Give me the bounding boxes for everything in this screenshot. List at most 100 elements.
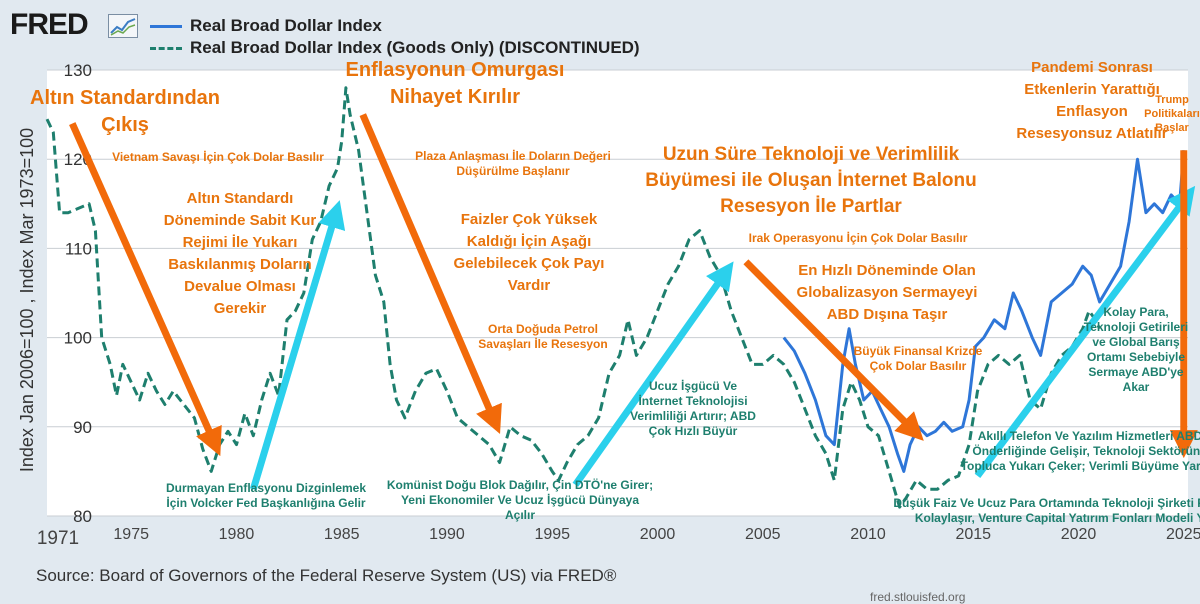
annotation-line: Çok Hızlı Büyür (649, 424, 738, 438)
annotation-line: İnternet Teknolojisi (638, 393, 747, 408)
annotation-globalizasyon: En Hızlı Döneminde Olan Globalizasyon Ser… (797, 262, 978, 323)
annotation-line: Resesyonsuz Atlatılır (1016, 125, 1167, 142)
annotation-line: Büyük Finansal Krizde (854, 344, 983, 358)
annotation-ucuz-isgucu: Ucuz İşgücü Ve İnternet Teknolojisi Veriml… (630, 378, 756, 438)
annotation-plaza: Plaza Anlaşması İle Doların Değeri Düşürü… (415, 148, 611, 178)
annotation-komunist: Komünist Doğu Blok Dağılır, Çin DTÖ'ne G… (387, 477, 653, 522)
annotation-line: Plaza Anlaşması İle Doların Değeri (415, 148, 611, 163)
annotation-line: Sermaye ABD'ye (1088, 365, 1183, 379)
annotation-line: ABD Dışına Taşır (827, 306, 948, 323)
annotation-line: Büyümesi ile Oluşan İnternet Balonu (645, 170, 977, 191)
x-tick-label: 1975 (113, 526, 149, 543)
annotation-line: Nihayet Kırılır (390, 86, 520, 108)
series-line-goods-only (45, 86, 1101, 509)
annotation-line: Akar (1123, 380, 1150, 394)
annotation-line: Döneminde Sabit Kur (164, 212, 317, 229)
annotation-line: Altın Standardı (187, 190, 294, 207)
annotation-line: Vardır (508, 277, 551, 294)
annotation-line: Kolay Para, (1103, 305, 1168, 319)
annotation-kolay-para: Kolay Para, Teknoloji Getirileri ve Global… (1084, 305, 1188, 394)
annotation-line: Rejimi İle Yukarı (183, 234, 298, 251)
legend-item-real-broad[interactable]: Real Broad Dollar Index (150, 16, 382, 36)
annotation-line: ve Global Barış (1092, 335, 1180, 349)
annotation-line: Açılır (505, 508, 535, 522)
annotation-line: Faizler Çok Yüksek (461, 211, 598, 228)
annotation-line: Kaldığı İçin Aşağı (467, 233, 591, 250)
legend-swatch-dashed (150, 47, 182, 51)
annotation-vietnam: Vietnam Savaşı İçin Çok Dolar Basılır (112, 149, 324, 164)
annotation-line: Ortamı Sebebiyle (1087, 350, 1185, 364)
annotation-dusuk-faiz: Düşük Faiz Ve Ucuz Para Ortamında Teknol… (893, 496, 1200, 525)
x-tick-label: 1990 (429, 526, 465, 543)
annotation-line: Verimliliği Artırır; ABD (630, 409, 756, 423)
annotation-line: Yeni Ekonomiler Ve Ucuz İşgücü Dünyaya (401, 492, 639, 507)
annotation-line: Çok Dolar Basılır (870, 359, 967, 373)
x-tick-label: 2000 (640, 526, 676, 543)
x-tick-label: 2015 (955, 526, 991, 543)
annotation-internet-balonu: Uzun Süre Teknoloji ve Verimlilik Büyümes… (645, 144, 977, 217)
annotation-pandemi: Pandemi Sonrası Etkenlerin Yarattığı Enfla… (1016, 59, 1167, 142)
legend-item-goods-only[interactable]: Real Broad Dollar Index (Goods Only) (DI… (150, 38, 640, 58)
x-tick-label: 2020 (1061, 526, 1097, 543)
legend-swatch-solid (150, 25, 182, 29)
annotation-line: Baskılanmış Doların (168, 256, 311, 273)
annotation-line: Savaşları İle Resesyon (478, 336, 607, 351)
y-tick-label: 100 (64, 329, 92, 348)
annotation-line: Komünist Doğu Blok Dağılır, Çin DTÖ'ne G… (387, 477, 653, 492)
annotation-line: Irak Operasyonu İçin Çok Dolar Basılır (749, 230, 968, 245)
x-tick-label: 1980 (219, 526, 255, 543)
annotation-enflasyon-omurga: Enflasyonun Omurgası Nihayet Kırılır (346, 59, 565, 108)
fred-graph-icon (108, 14, 138, 38)
x-tick-label: 2025 (1166, 526, 1200, 543)
y-axis-label: Index Jan 2006=100 , Index Mar 1973=100 (17, 128, 37, 472)
annotation-faizler: Faizler Çok Yüksek Kaldığı İçin Aşağı Gele… (454, 211, 605, 294)
annotation-line: Globalizasyon Sermayeyi (797, 284, 978, 301)
annotation-line: Enflasyon (1056, 103, 1128, 120)
annotation-line: Önderliğinde Gelişir, Teknoloji Sektörün… (972, 443, 1200, 458)
x-tick-label: 1971 (37, 528, 79, 549)
annotation-line: Orta Doğuda Petrol (488, 322, 598, 336)
annotation-finansal-kriz: Büyük Finansal Krizde Çok Dolar Basılır (854, 344, 983, 373)
annotation-volcker: Durmayan Enflasyonu Dizginlemek İçin Volc… (166, 481, 366, 510)
series-line-real-broad (782, 150, 1186, 473)
annotation-line: Etkenlerin Yarattığı (1024, 81, 1160, 98)
fred-logo[interactable]: FRED (10, 8, 89, 41)
annotation-line: Gerekir (214, 300, 267, 317)
x-tick-label: 1995 (534, 526, 570, 543)
annotation-line: Düşük Faiz Ve Ucuz Para Ortamında Teknol… (893, 496, 1200, 510)
annotation-line: Gelebilecek Çok Payı (454, 255, 605, 272)
annotation-line: Durmayan Enflasyonu Dizginlemek (166, 481, 366, 495)
annotation-irak: Irak Operasyonu İçin Çok Dolar Basılır (749, 230, 968, 245)
annotation-line: Düşürülme Başlanır (456, 164, 570, 178)
annotation-line: Kolaylaşır, Venture Capital Yatırım Fonl… (915, 511, 1200, 525)
arrow-4 (572, 261, 734, 487)
y-tick-label: 90 (73, 418, 92, 437)
annotation-line: Devalue Olması (184, 278, 296, 295)
arrow-3 (359, 113, 502, 435)
x-tick-label: 2010 (850, 526, 886, 543)
source-note: Source: Board of Governors of the Federa… (36, 566, 617, 585)
annotation-altin-standardi-cikis: Altın Standardından Çıkış (30, 87, 220, 136)
y-tick-label: 110 (65, 239, 92, 258)
footer-url[interactable]: fred.stlouisfed.org (870, 590, 966, 604)
arrow-6 (974, 185, 1196, 478)
annotation-line: Ucuz İşgücü Ve (649, 378, 737, 393)
annotation-line: Vietnam Savaşı İçin Çok Dolar Basılır (112, 149, 324, 164)
annotation-line: Pandemi Sonrası (1031, 59, 1153, 76)
annotation-line: Akıllı Telefon Ve Yazılım Hizmetleri ABD (978, 429, 1200, 443)
annotation-line: Politikaları (1144, 108, 1200, 120)
annotation-line: En Hızlı Döneminde Olan (798, 262, 976, 279)
annotation-line: Teknoloji Getirileri (1084, 320, 1188, 334)
legend-label: Real Broad Dollar Index (190, 16, 382, 35)
y-tick-label: 80 (73, 507, 92, 526)
annotation-line: Altın Standardından (30, 87, 220, 109)
arrow-5 (743, 259, 924, 441)
annotation-line: Trump (1155, 94, 1189, 106)
annotation-trump: Trump Politikaları Başlar (1144, 94, 1200, 134)
y-tick-label: 130 (64, 61, 92, 80)
annotation-akilli-telefon: Akıllı Telefon Ve Yazılım Hizmetleri ABD… (961, 429, 1200, 473)
arrow-2 (249, 200, 346, 491)
x-tick-label: 2005 (745, 526, 781, 543)
legend-label: Real Broad Dollar Index (Goods Only) (DI… (190, 38, 640, 57)
